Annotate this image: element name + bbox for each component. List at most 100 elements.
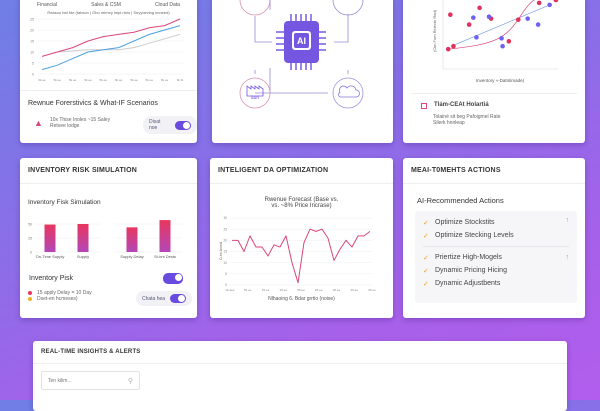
card-header: MEAI-T0MEHTS ACTIONS: [403, 158, 585, 184]
scenario-line: Retvee lodge: [50, 123, 80, 129]
x-tick-label: 9k ee: [115, 78, 123, 82]
cloud-icon: [332, 77, 364, 109]
action-item[interactable]: ✓ Optimize Stockstits: [423, 216, 569, 229]
risk-toggle[interactable]: [163, 273, 183, 284]
card-header: INVENTORY RISK SIMULATION: [20, 158, 197, 184]
scatter-point-blue: [500, 43, 505, 49]
action-item[interactable]: ✓ Dynamic Pricing Hicing: [423, 264, 569, 277]
x-tick-label: 5k ee: [100, 78, 108, 82]
y-tick-label: 20: [30, 29, 34, 33]
scatter-point-blue: [474, 35, 479, 40]
bar-label: On-Time Supply: [36, 254, 65, 259]
action-item[interactable]: ✓ Dynamic Adjustbents: [423, 277, 569, 290]
x-tick-label: 26 ee: [315, 288, 323, 292]
risk-line: 15 apply Delay = 10 Day: [37, 290, 92, 296]
action-label: Dynamic Pricing Hicing: [435, 267, 507, 274]
bar-label: Supply: [77, 254, 89, 259]
x-tick-label: 5k ee: [54, 78, 62, 82]
forecast-line-chart: 0 5 10 15 20 25 0k ee 5k ee 5k ee 5k ee 5k ee 9k ee…: [30, 18, 184, 82]
x-tick-label: 26 ee: [333, 288, 341, 292]
y-tick-label: 10: [223, 261, 227, 265]
y-tick-label: 25: [223, 227, 227, 231]
action-item[interactable]: ✓ Optimize Stecking Levels: [423, 229, 569, 242]
forecast-card: Financial Sales & CSM Cloud Data Reason …: [20, 0, 197, 143]
tab-cloud[interactable]: Cloud Data: [154, 2, 180, 8]
section-title: Rewnue Forerstivics & What-IF Scenarios: [28, 100, 158, 107]
x-tick-label: 5k ee: [244, 288, 252, 292]
check-icon: ✓: [423, 232, 429, 240]
scenario-line: 10x Thise Inoles ~15 Saley: [50, 117, 111, 123]
series-gray-line: [57, 33, 181, 53]
y-tick-label: 0: [225, 283, 227, 287]
check-icon: ✓: [423, 254, 429, 262]
scenario-icon: ▲: [34, 118, 43, 128]
bar: [77, 224, 89, 252]
alerts-search-input[interactable]: [48, 377, 118, 384]
legend-checkbox[interactable]: [421, 103, 427, 109]
priority-up-icon[interactable]: ↑: [565, 254, 570, 261]
chart-subtitle: Reason bat fde (fabson | Gbo reimey impl…: [47, 10, 170, 15]
scenario-toggle[interactable]: Disat noe: [143, 116, 197, 134]
x-tick-label: 0k ee: [38, 78, 46, 82]
search-icon[interactable]: ⚲: [127, 377, 133, 385]
inventory-risk-card: INVENTORY RISK SIMULATION Inventory Fisk…: [20, 158, 197, 318]
risk-option-toggle[interactable]: Chata hea: [136, 291, 193, 306]
y-tick-label: 0: [30, 251, 32, 255]
chart-title: vs. ~8% Price Incrase): [271, 203, 332, 209]
tab-sales[interactable]: Sales & CSM: [91, 2, 121, 8]
scatter-point-red: [445, 46, 451, 52]
toggle-switch[interactable]: [170, 294, 187, 303]
x-tick-label: 55 ee: [297, 288, 305, 292]
tab-financial[interactable]: Financial: [37, 2, 58, 8]
toggle-label: Disat noe: [149, 119, 161, 131]
top-left-node: [239, 0, 271, 16]
action-label: Optimize Stecking Levels: [435, 232, 514, 239]
y-tick-label: 15: [223, 250, 227, 254]
x-tick-label: 9k bt: [177, 78, 184, 82]
x-tick-label: 15 ee: [279, 288, 287, 292]
risk-line: Dset-en hcmeses): [37, 296, 78, 302]
check-icon: ✓: [423, 219, 429, 227]
y-tick-label: 15: [30, 40, 34, 44]
action-item[interactable]: ✓ Priertize High-Mogels: [423, 251, 569, 264]
bar-label: Supply Delay: [120, 254, 144, 259]
y-tick-label: 25: [30, 18, 34, 22]
bar: [44, 224, 56, 252]
x-tick-label: 5k ee: [69, 78, 77, 82]
trend-line-blue: [451, 4, 550, 47]
scatter-point-blue: [499, 36, 504, 41]
legend-title: Tlám-CEAt Holartiá: [434, 102, 489, 108]
revenue-forecast-chart: 0 5 10 15 20 25 30 0k aes 5k ee 15 ee 15 ee 55 ee 26…: [218, 216, 376, 292]
risk-title: Inventory Pisk: [29, 275, 73, 282]
priority-up-icon[interactable]: ↑: [565, 217, 570, 224]
forecast-line: [232, 228, 371, 284]
toggle-switch[interactable]: [175, 120, 191, 130]
x-tick-label: 5k ee: [130, 78, 138, 82]
y-tick-label: 30: [223, 216, 227, 220]
y-tick-label: 5: [225, 272, 227, 276]
trend-line-red: [448, 0, 556, 50]
action-group: ✓ Optimize Stockstits ✓ Optimize Stecking L…: [423, 216, 569, 242]
factory-label: aun: [251, 95, 260, 101]
action-label: Optimize Stockstits: [435, 219, 495, 226]
chip-label: AI: [297, 36, 306, 46]
action-group: ✓ Priertize High-Mogels ✓ Dynamic Pricing H…: [423, 251, 569, 290]
x-tick-label: 5k ee: [146, 78, 154, 82]
scatter-point-red: [515, 17, 521, 22]
ai-hub-card: AI aun: [212, 0, 393, 143]
alerts-search-box[interactable]: ⚲: [41, 371, 140, 390]
x-axis-label: Inventory «-Datntimade): [476, 78, 525, 83]
alerts-card: REAL-TIME INSIGHTS & ALERTS ⚲: [33, 341, 567, 411]
check-icon: ✓: [423, 267, 429, 275]
legend-line: Tolainé sit beg Pafoigmel Rate: [433, 114, 501, 120]
scatter-point-blue: [471, 15, 476, 20]
inventory-bar-chart: 0 25 50 On-Time Supply Supply Supply Delay St-…: [28, 220, 182, 259]
scatter-point-red: [466, 22, 472, 27]
y-tick-label: 50: [28, 223, 32, 227]
actions-title: AI-Recommended Actions: [417, 196, 504, 205]
x-tick-label: 0k aes: [226, 288, 235, 292]
check-icon: ✓: [423, 280, 429, 288]
ai-hub-diagram: AI aun: [239, 0, 364, 109]
x-tick-label: 26 ee: [368, 288, 376, 292]
bar: [126, 227, 138, 252]
